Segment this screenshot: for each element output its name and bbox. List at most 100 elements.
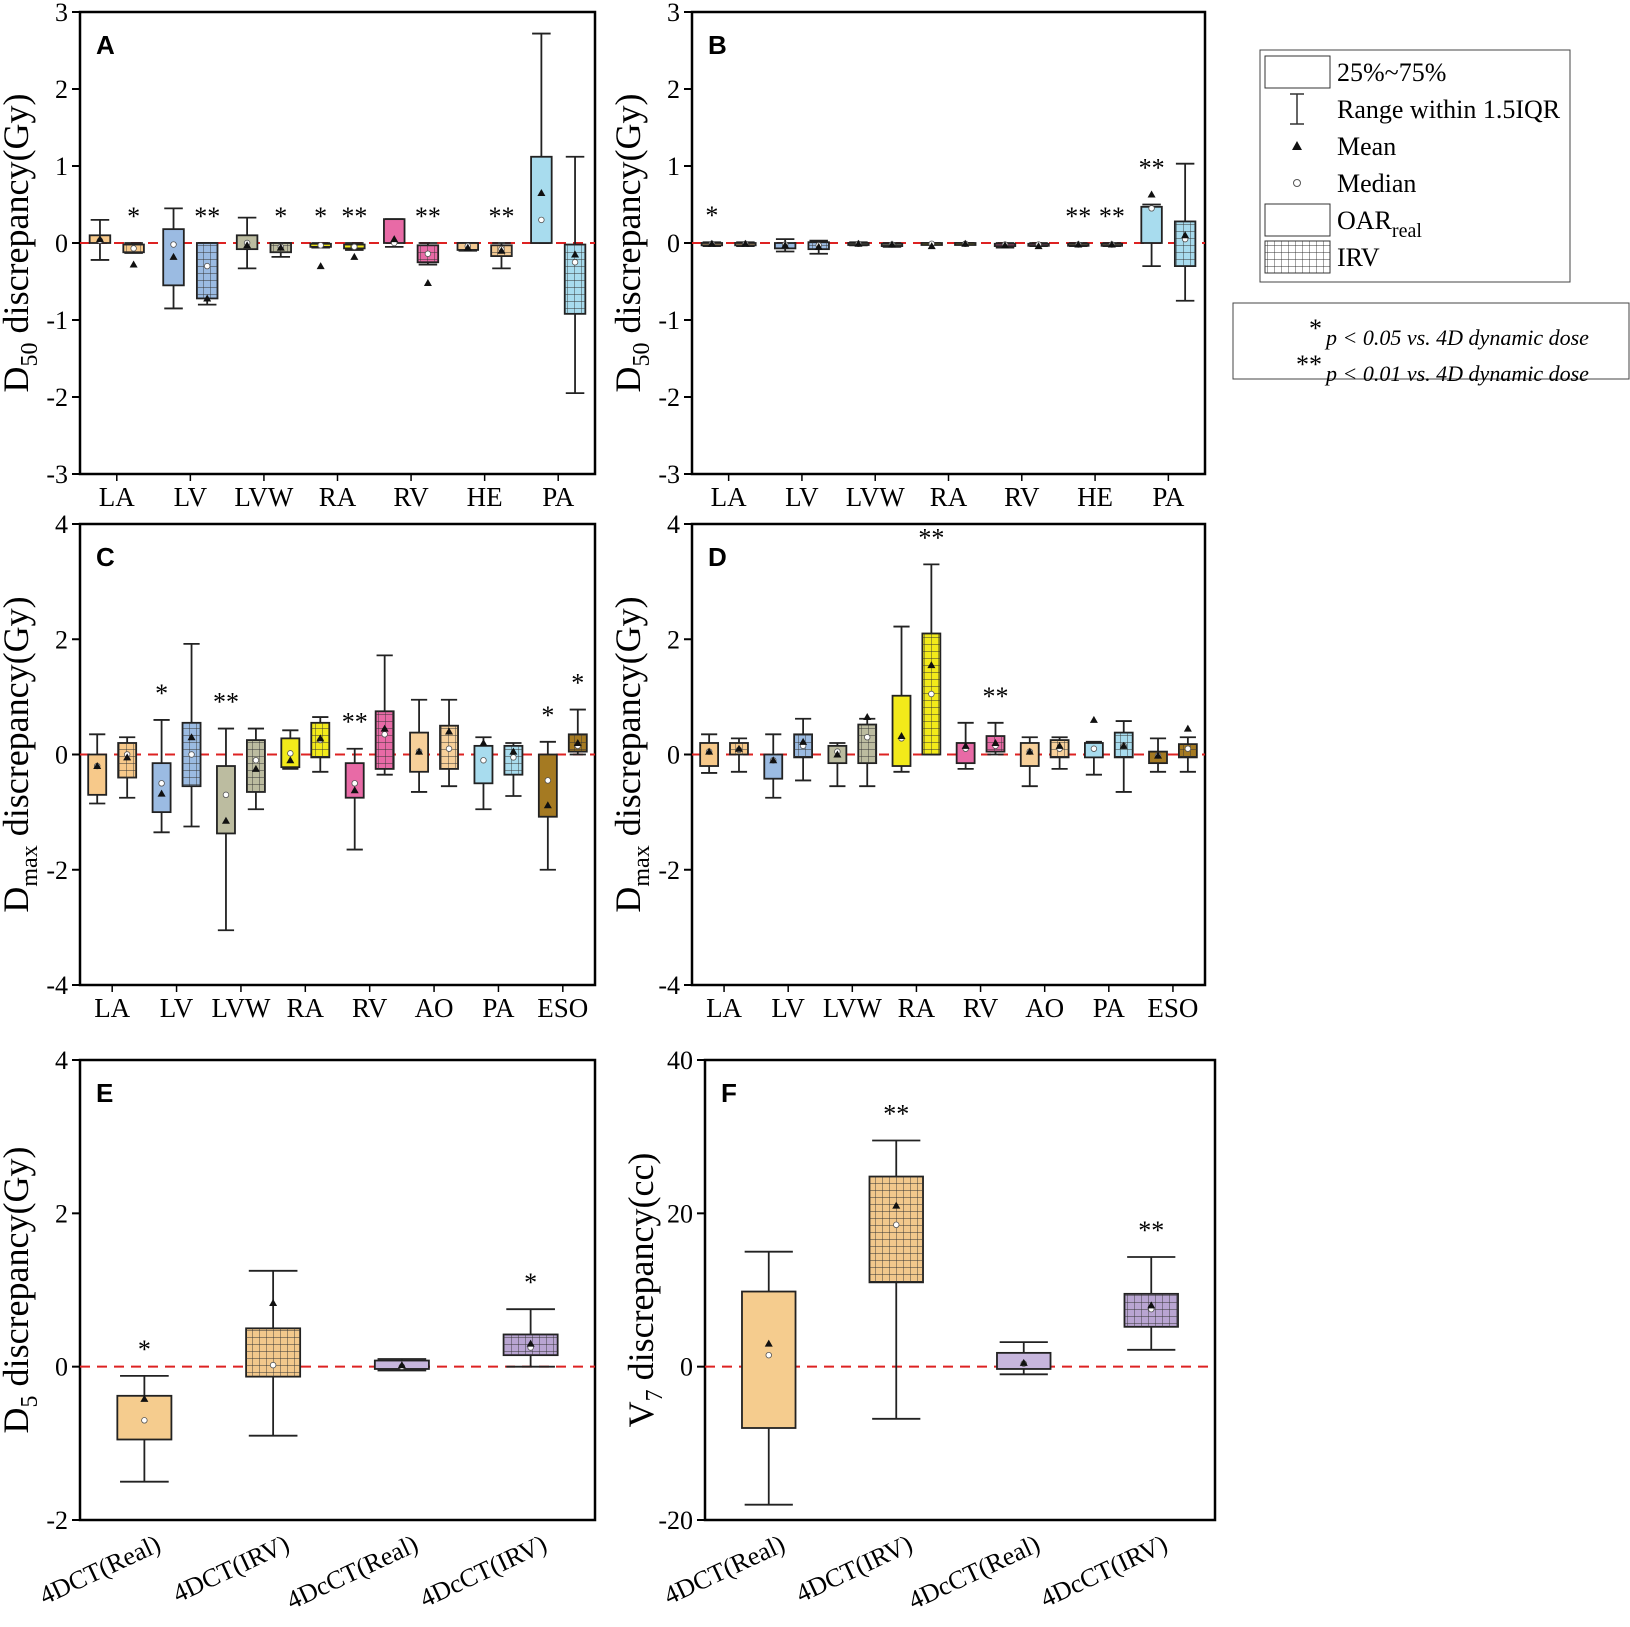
box-la-oar-real: * bbox=[700, 201, 724, 247]
x-category-label: HE bbox=[1077, 482, 1113, 512]
box-la-irv bbox=[734, 239, 757, 247]
box-ra-irv bbox=[954, 239, 977, 247]
mean-marker bbox=[269, 1299, 278, 1307]
y-axis-title-rest: discrepancy(Gy) bbox=[608, 596, 648, 845]
median-marker bbox=[269, 1361, 277, 1369]
mean-marker bbox=[1154, 751, 1163, 759]
y-tick-label: 2 bbox=[55, 1199, 68, 1228]
iqr-box bbox=[537, 753, 558, 818]
x-category-label: PA bbox=[1152, 482, 1185, 512]
mean-marker bbox=[169, 252, 178, 260]
box-ra-irv: ** bbox=[918, 523, 944, 756]
y-axis-title-rest: discrepancy(cc) bbox=[621, 1153, 661, 1390]
box-4dct-real--oar-real bbox=[741, 1250, 797, 1506]
box-4dct-real--oar-real: * bbox=[116, 1335, 173, 1483]
mean-marker bbox=[854, 239, 863, 247]
y-axis-title: D50 discrepancy(Gy) bbox=[0, 94, 43, 393]
y-tick-label: -3 bbox=[658, 460, 680, 489]
box-la-irv: * bbox=[122, 202, 145, 268]
box-rv-oar-real bbox=[993, 241, 1017, 249]
mean-marker bbox=[833, 750, 842, 758]
significance-legend-stars: ** bbox=[1296, 350, 1322, 379]
x-category-label: 4DCT(Real) bbox=[659, 1529, 789, 1610]
significance-stars: * bbox=[314, 202, 327, 231]
mean-marker bbox=[863, 713, 872, 721]
legend-item: Mean bbox=[1292, 132, 1396, 161]
box-pa-irv bbox=[1173, 162, 1197, 302]
y-axis-title-main: D bbox=[0, 887, 36, 913]
irv-grid-fill bbox=[858, 724, 877, 764]
y-tick-label: 0 bbox=[667, 741, 680, 770]
mean-marker bbox=[1119, 741, 1128, 749]
box-lv-oar-real: * bbox=[151, 679, 172, 834]
box-lvw-oar-real bbox=[827, 742, 848, 788]
y-tick-label: -2 bbox=[46, 383, 68, 412]
y-axis-title-sub: 7 bbox=[642, 1389, 668, 1401]
box-ao-irv bbox=[1049, 736, 1070, 770]
x-category-label: LA bbox=[99, 482, 135, 512]
panel-c: -4 -2 0 2 4 Dmax discrepancy(Gy) C LA LV LVW RA RV A… bbox=[0, 510, 597, 1023]
y-axis-title-main: D bbox=[0, 366, 36, 392]
box-4dcct-real--oar-real bbox=[996, 1341, 1052, 1376]
y-axis-title-rest: discrepancy(Gy) bbox=[0, 596, 36, 845]
legend-mean-icon bbox=[1292, 141, 1302, 150]
y-axis-title-sub: 50 bbox=[17, 342, 43, 366]
legend-label-main: Range within 1.5IQR bbox=[1337, 95, 1561, 124]
legend-label: Range within 1.5IQR bbox=[1337, 95, 1561, 124]
median-marker bbox=[538, 216, 545, 224]
box-lv-irv bbox=[807, 239, 830, 255]
mean-marker bbox=[1181, 231, 1190, 239]
median-marker bbox=[445, 745, 453, 752]
mean-marker bbox=[887, 240, 896, 248]
x-category-label: ESO bbox=[537, 993, 588, 1023]
legend-median-icon bbox=[1293, 179, 1301, 187]
box-lv-oar-real bbox=[763, 733, 784, 799]
y-axis-title-sub: 50 bbox=[629, 342, 655, 366]
iqr-box bbox=[473, 744, 494, 785]
mean-marker bbox=[316, 262, 325, 270]
significance-legend: * p < 0.05 vs. 4D dynamic dose** p < 0.01 … bbox=[1232, 302, 1630, 386]
y-tick-label: 3 bbox=[667, 0, 680, 27]
y-axis-title: Dmax discrepancy(Gy) bbox=[608, 596, 655, 912]
x-category-label: LVW bbox=[846, 482, 906, 512]
x-category-label: RA bbox=[287, 993, 325, 1023]
mean-marker bbox=[415, 747, 424, 755]
mean-marker bbox=[93, 762, 102, 770]
median-marker bbox=[1148, 205, 1155, 212]
box-lv-irv bbox=[793, 717, 813, 782]
median-marker bbox=[510, 754, 517, 761]
y-tick-label: 0 bbox=[680, 1353, 693, 1382]
mean-marker bbox=[221, 816, 230, 824]
mean-marker bbox=[741, 239, 750, 247]
x-category-label: LV bbox=[160, 993, 194, 1023]
median-marker bbox=[480, 757, 487, 764]
mean-marker bbox=[316, 734, 325, 742]
box-lvw-irv bbox=[857, 713, 878, 788]
x-category-label: LV bbox=[174, 482, 208, 512]
mean-marker bbox=[243, 241, 252, 249]
x-category-label: HE bbox=[467, 482, 503, 512]
mean-marker bbox=[571, 250, 580, 258]
box-ra-irv: ** bbox=[341, 202, 367, 260]
box-lv-oar-real bbox=[773, 238, 797, 253]
mean-marker bbox=[497, 246, 506, 254]
median-marker bbox=[765, 1351, 772, 1359]
median-marker bbox=[424, 250, 432, 257]
y-axis-title-main: D bbox=[608, 887, 648, 913]
significance-stars: * bbox=[571, 669, 584, 698]
x-category-label: LV bbox=[785, 482, 819, 512]
legend-item: Median bbox=[1293, 169, 1416, 198]
mean-marker bbox=[543, 801, 552, 809]
median-marker bbox=[351, 243, 358, 251]
significance-stars: ** bbox=[1065, 202, 1091, 231]
box-he-irv: ** bbox=[1099, 202, 1125, 248]
y-tick-label: -2 bbox=[46, 856, 68, 885]
significance-legend-stars: * bbox=[1309, 314, 1322, 343]
x-category-label: PA bbox=[482, 993, 515, 1023]
box-lvw-irv: * bbox=[269, 202, 292, 258]
median-marker bbox=[893, 1221, 900, 1229]
significance-stars: ** bbox=[982, 682, 1008, 711]
panel-letter: A bbox=[96, 30, 115, 60]
mean-marker bbox=[573, 738, 582, 746]
box-4dcct-real--oar-real bbox=[373, 1358, 430, 1372]
